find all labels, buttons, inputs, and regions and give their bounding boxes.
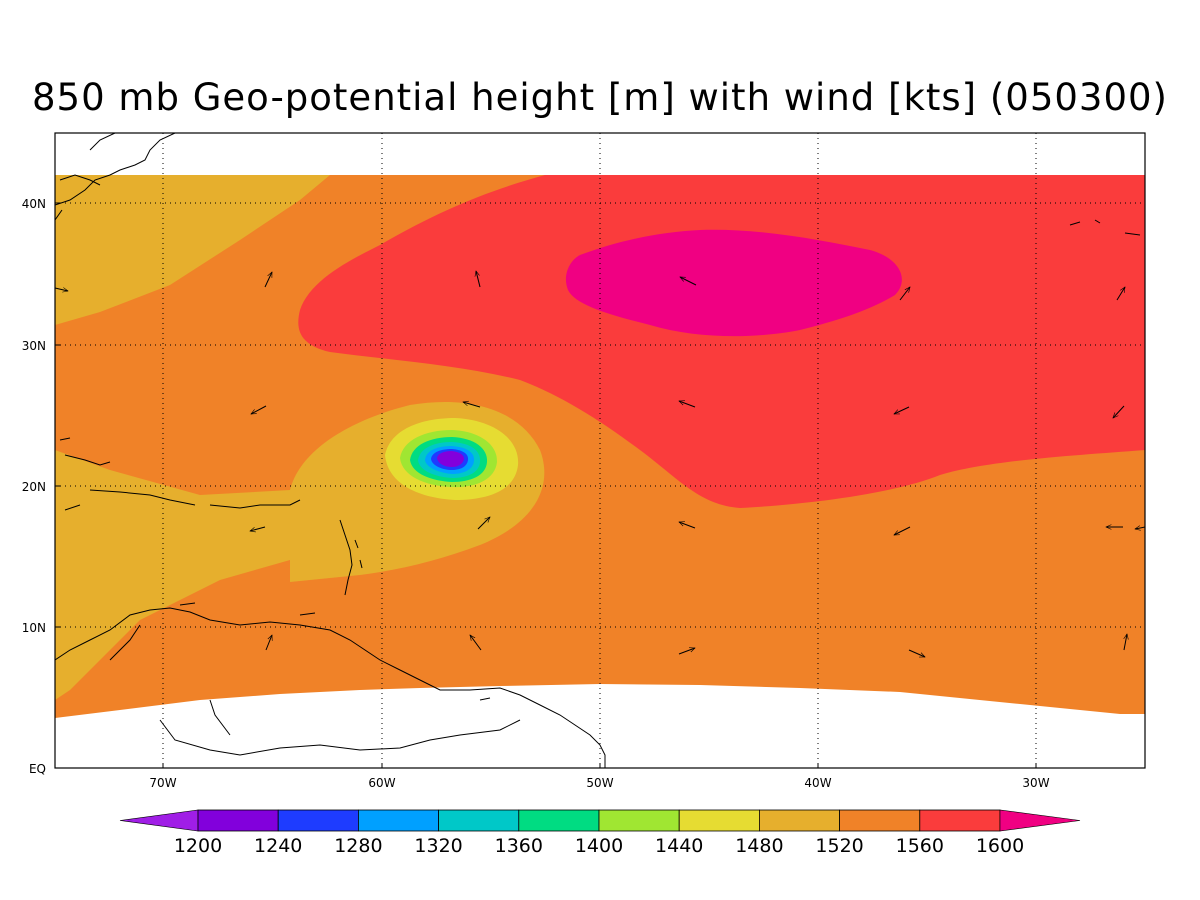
lat-label-40n: 40N <box>22 197 46 211</box>
wind-arrow <box>1124 634 1127 651</box>
lon-label-30w: 30W <box>1022 776 1049 790</box>
colorbar-box <box>598 809 680 832</box>
contour-above-1600 <box>565 229 902 337</box>
lat-label-eq: EQ <box>29 762 46 776</box>
colorbar-label: 1360 <box>495 835 543 857</box>
colorbar-label: 1480 <box>735 835 783 857</box>
wind-arrow <box>463 402 481 408</box>
wind-arrow <box>894 406 910 415</box>
contour-1560-1600 <box>298 175 1145 508</box>
wind-arrow <box>250 526 266 531</box>
coastline-greater-antilles <box>64 454 301 511</box>
wind-arrow <box>1116 287 1126 301</box>
contour-1480-1520-caribbean <box>55 450 290 700</box>
contour-below-1240 <box>437 451 464 467</box>
wind-arrow <box>1135 527 1146 529</box>
colorbar-arrow-low <box>119 809 199 832</box>
wind-arrow <box>679 522 696 529</box>
latitude-labels: EQ 10N 20N 30N 40N <box>22 197 46 776</box>
wind-arrow <box>899 287 910 301</box>
coastline-north-america <box>55 133 176 221</box>
lon-label-40w: 40W <box>804 776 831 790</box>
wind-arrow <box>54 288 68 291</box>
colorbar-label: 1240 <box>254 835 302 857</box>
wind-arrow <box>264 272 273 288</box>
wind-arrow <box>476 271 481 288</box>
wind-arrow <box>251 405 267 415</box>
axis-ticks <box>55 202 1037 769</box>
colorbar-box <box>197 809 279 832</box>
colorbar-box <box>759 809 841 832</box>
wind-arrow <box>265 635 272 651</box>
colorbar-box <box>839 809 921 832</box>
longitude-labels: 70W 60W 50W 40W 30W <box>149 776 1049 790</box>
colorbar-box <box>919 809 1001 832</box>
lat-label-10n: 10N <box>22 621 46 635</box>
wind-arrow <box>1113 405 1125 418</box>
wind-arrow <box>894 526 911 536</box>
wind-arrow <box>908 649 925 658</box>
wind-arrow <box>477 517 490 530</box>
lon-label-50w: 50W <box>586 776 613 790</box>
lon-label-60w: 60W <box>368 776 395 790</box>
coastlines <box>55 133 1141 768</box>
colorbar-arrow-high <box>999 809 1081 832</box>
colorbar-label: 1320 <box>414 835 462 857</box>
colorbar-label: 1200 <box>174 835 222 857</box>
colorbar-box <box>438 809 520 832</box>
colorbar-box <box>357 809 439 832</box>
wind-arrow <box>680 276 697 286</box>
lon-label-70w: 70W <box>149 776 176 790</box>
colorbar-label: 1400 <box>575 835 623 857</box>
colorbar-label: 1600 <box>976 835 1024 857</box>
wind-vectors <box>54 271 1146 658</box>
coastline-trinidad-islands <box>59 219 1141 701</box>
graticule-grid <box>55 133 1145 768</box>
map-title: 850 mb Geo-potential height [m] with win… <box>32 76 1168 119</box>
coastline-lesser-antilles <box>339 519 363 596</box>
wind-arrow <box>470 635 482 651</box>
colorbar: 1200 1240 1280 1320 1360 1400 1440 1480 1520 1560… <box>119 809 1081 857</box>
colorbar-box <box>678 809 760 832</box>
colorbar-label: 1440 <box>655 835 703 857</box>
lat-label-20n: 20N <box>22 480 46 494</box>
contour-1480-1520-west <box>55 175 330 325</box>
colorbar-box <box>518 809 600 832</box>
colorbar-box <box>277 809 359 832</box>
wind-arrow <box>679 401 696 408</box>
colorbar-label: 1560 <box>896 835 944 857</box>
wind-arrow <box>678 648 695 655</box>
height-contour-fill <box>55 175 1145 718</box>
lat-label-30n: 30N <box>22 339 46 353</box>
colorbar-label: 1520 <box>815 835 863 857</box>
coastline-south-america <box>55 607 606 768</box>
colorbar-label: 1280 <box>334 835 382 857</box>
